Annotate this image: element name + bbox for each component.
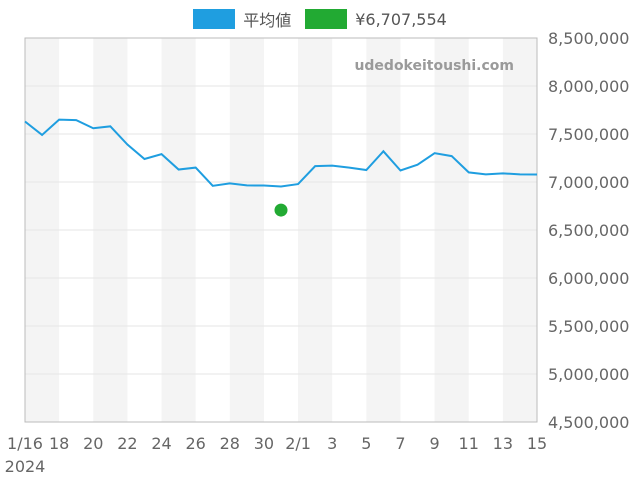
y-tick-label: 8,500,000 — [548, 29, 629, 48]
y-tick-label: 6,000,000 — [548, 269, 629, 288]
x-tick-label: 13 — [493, 434, 513, 453]
x-tick-label: 9 — [430, 434, 440, 453]
y-tick-label: 5,000,000 — [548, 365, 629, 384]
series-line-average — [24, 118, 538, 188]
legend-swatch-marker — [305, 9, 348, 29]
x-tick-label: 20 — [83, 434, 103, 453]
x-tick-label: 1/16 — [7, 434, 43, 453]
y-tick-label: 6,500,000 — [548, 221, 629, 240]
y-tick-label: 5,500,000 — [548, 317, 629, 336]
x-tick-label: 18 — [49, 434, 69, 453]
legend-label-marker: ¥6,707,554 — [355, 9, 447, 29]
chart-legend: 平均値 ¥6,707,554 — [0, 6, 640, 32]
y-tick-label: 4,500,000 — [548, 413, 629, 432]
x-tick-label: 22 — [117, 434, 137, 453]
x-tick-label: 26 — [185, 434, 205, 453]
data-point-marker — [274, 203, 288, 217]
x-tick-label: 2/1 — [285, 434, 311, 453]
x-tick-label: 3 — [327, 434, 337, 453]
y-tick-label: 8,000,000 — [548, 77, 629, 96]
y-tick-label: 7,000,000 — [548, 173, 629, 192]
legend-label-average: 平均値 — [243, 11, 292, 30]
watermark-text: udedokeitoushi.com — [354, 58, 514, 74]
plot-border — [24, 37, 538, 423]
x-tick-label: 24 — [151, 434, 171, 453]
x-tick-label: 15 — [527, 434, 547, 453]
legend-item-average[interactable]: 平均値 — [193, 7, 291, 31]
x-tick-year-label: 2024 — [5, 457, 46, 476]
x-tick-label: 7 — [395, 434, 405, 453]
x-tick-label: 5 — [361, 434, 371, 453]
x-tick-label: 28 — [220, 434, 240, 453]
legend-item-marker[interactable]: ¥6,707,554 — [305, 9, 447, 29]
legend-swatch-average — [193, 9, 236, 29]
y-tick-label: 7,500,000 — [548, 125, 629, 144]
x-tick-label: 30 — [254, 434, 274, 453]
x-tick-label: 11 — [459, 434, 479, 453]
